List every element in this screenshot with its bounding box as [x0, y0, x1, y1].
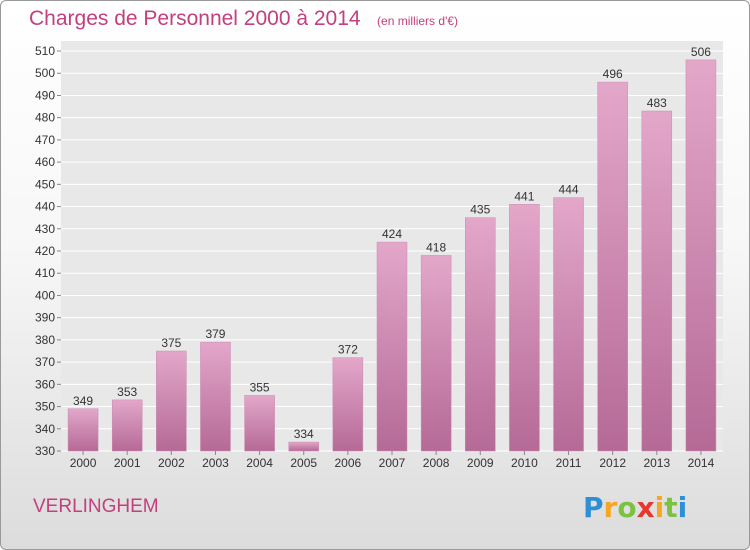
data-label: 506	[691, 45, 711, 59]
town-name: VERLINGHEM	[33, 496, 159, 517]
data-label: 435	[470, 203, 490, 217]
bars	[67, 59, 717, 452]
bar	[376, 241, 408, 452]
bar	[597, 81, 628, 452]
data-label: 372	[338, 343, 358, 357]
x-tick-label: 2001	[114, 456, 141, 470]
data-label: 334	[294, 427, 314, 441]
y-tick-label: 430	[35, 222, 55, 236]
bar	[685, 59, 717, 452]
y-tick-label: 340	[35, 422, 55, 436]
x-tick-label: 2000	[70, 456, 97, 470]
y-tick-label: 330	[35, 444, 55, 458]
y-tick-label: 500	[35, 66, 55, 80]
data-label: 483	[647, 96, 667, 110]
x-tick-label: 2004	[246, 456, 273, 470]
x-tick-label: 2005	[290, 456, 317, 470]
data-label: 349	[73, 394, 93, 408]
title-row: Charges de Personnel 2000 à 2014 (en mil…	[29, 7, 458, 31]
x-tick-label: 2010	[511, 456, 538, 470]
bar	[288, 441, 319, 452]
x-tick-label: 2007	[379, 456, 406, 470]
data-labels: 349 353 375 379 355 334 372 424 418 435 441 444 496 4…	[73, 45, 711, 441]
brand-letter: t	[664, 491, 678, 524]
y-tick-label: 410	[35, 266, 55, 280]
bar	[244, 395, 275, 452]
y-tick-label: 390	[35, 311, 55, 325]
bar	[553, 197, 584, 452]
y-tick-label: 370	[35, 355, 55, 369]
bar	[200, 341, 231, 452]
y-tick-label: 460	[35, 155, 55, 169]
brand-letter: i	[677, 491, 688, 524]
bar	[332, 357, 364, 452]
data-label: 424	[382, 227, 402, 241]
x-tick-label: 2012	[599, 456, 626, 470]
bar	[641, 110, 673, 452]
y-tick-label: 380	[35, 333, 55, 347]
data-label: 379	[205, 327, 225, 341]
y-tick-label: 470	[35, 133, 55, 147]
data-label: 418	[426, 240, 446, 254]
brand-letter: i	[654, 491, 665, 524]
data-label: 444	[559, 183, 579, 197]
x-tick-label: 2003	[202, 456, 229, 470]
brand-letter: r	[603, 491, 618, 524]
brand-letter: P	[583, 491, 604, 524]
x-tick-label: 2006	[335, 456, 362, 470]
bar	[67, 408, 99, 452]
bar	[111, 399, 143, 452]
y-axis-ticks: 330 340 350 360 370 380 390 400 410 420 430 440 450 4…	[35, 44, 61, 458]
chart-subtitle: (en milliers d'€)	[377, 14, 459, 28]
bar	[465, 217, 496, 452]
x-tick-label: 2011	[556, 456, 582, 470]
bar	[509, 204, 540, 452]
x-tick-label: 2008	[423, 456, 450, 470]
x-axis-ticks: 2000 2001 2002 2003 2004 2005 2006 2007 2008 2009…	[70, 451, 715, 470]
y-tick-label: 450	[35, 177, 55, 191]
y-tick-label: 420	[35, 244, 55, 258]
brand-logo: Proxiti	[583, 491, 687, 524]
y-tick-label: 360	[35, 377, 55, 391]
y-tick-label: 400	[35, 288, 55, 302]
data-label: 353	[117, 385, 137, 399]
x-tick-label: 2013	[643, 456, 670, 470]
x-tick-label: 2002	[158, 456, 185, 470]
brand-letter: o	[617, 491, 637, 524]
x-tick-label: 2009	[467, 456, 494, 470]
y-tick-label: 480	[35, 111, 55, 125]
bar	[156, 350, 187, 452]
y-tick-label: 510	[35, 44, 55, 58]
y-tick-label: 440	[35, 200, 55, 214]
brand-letter: x	[636, 491, 655, 524]
chart-title: Charges de Personnel 2000 à 2014	[29, 7, 361, 30]
bar	[420, 255, 452, 452]
data-label: 375	[161, 336, 181, 350]
y-tick-label: 490	[35, 88, 55, 102]
x-tick-label: 2014	[688, 456, 715, 470]
data-label: 496	[603, 67, 623, 81]
data-label: 441	[514, 189, 534, 203]
y-tick-label: 350	[35, 400, 55, 414]
data-label: 355	[250, 380, 270, 394]
